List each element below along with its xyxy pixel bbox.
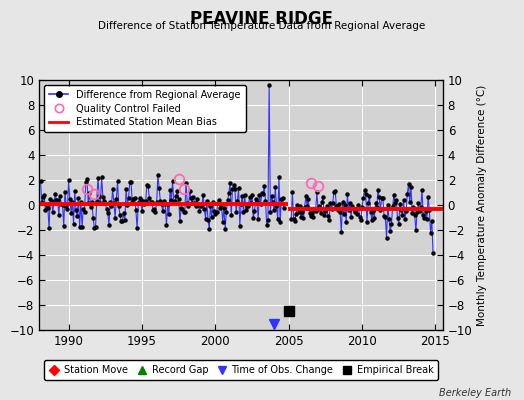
Text: Difference of Station Temperature Data from Regional Average: Difference of Station Temperature Data f…	[99, 21, 425, 31]
Legend: Station Move, Record Gap, Time of Obs. Change, Empirical Break: Station Move, Record Gap, Time of Obs. C…	[44, 360, 438, 380]
Legend: Difference from Regional Average, Quality Control Failed, Estimated Station Mean: Difference from Regional Average, Qualit…	[44, 85, 246, 132]
Y-axis label: Monthly Temperature Anomaly Difference (°C): Monthly Temperature Anomaly Difference (…	[476, 84, 487, 326]
Text: PEAVINE RIDGE: PEAVINE RIDGE	[191, 10, 333, 28]
Text: Berkeley Earth: Berkeley Earth	[439, 388, 511, 398]
